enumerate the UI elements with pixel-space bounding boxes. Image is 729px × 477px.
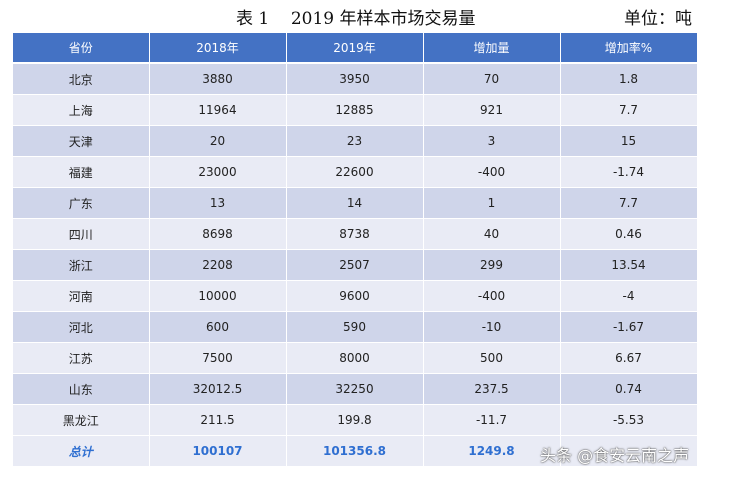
cell-2018: 20 bbox=[149, 125, 287, 157]
cell-2019: 32250 bbox=[286, 373, 424, 405]
cell-increase-rate: 13.54 bbox=[560, 249, 698, 281]
table-row: 山东 32012.5 32250 237.5 0.74 bbox=[13, 373, 698, 405]
cell-increase: -400 bbox=[423, 156, 561, 188]
table-body: 北京 3880 3950 70 1.8 上海 11964 12885 921 7.7 天津 20 23 3… bbox=[13, 63, 698, 467]
cell-increase-rate: 1.8 bbox=[560, 63, 698, 95]
cell-increase-rate: -1.67 bbox=[560, 311, 698, 343]
cell-increase-rate: -4 bbox=[560, 280, 698, 312]
cell-increase: -11.7 bbox=[423, 404, 561, 436]
header-province: 省份 bbox=[13, 33, 150, 64]
table-row: 上海 11964 12885 921 7.7 bbox=[13, 94, 698, 126]
total-cell-2019: 101356.8 bbox=[286, 435, 424, 467]
cell-increase: 921 bbox=[423, 94, 561, 126]
cell-increase-rate: 15 bbox=[560, 125, 698, 157]
cell-province: 黑龙江 bbox=[13, 404, 150, 436]
cell-increase-rate: 0.74 bbox=[560, 373, 698, 405]
cell-province: 上海 bbox=[13, 94, 150, 126]
table-row: 广东 13 14 1 7.7 bbox=[13, 187, 698, 219]
cell-province: 四川 bbox=[13, 218, 150, 250]
cell-increase: 70 bbox=[423, 63, 561, 95]
total-cell-2018: 100107 bbox=[149, 435, 287, 467]
cell-increase: 237.5 bbox=[423, 373, 561, 405]
cell-increase: 1 bbox=[423, 187, 561, 219]
table-row: 河南 10000 9600 -400 -4 bbox=[13, 280, 698, 312]
cell-2019: 9600 bbox=[286, 280, 424, 312]
unit-label: 单位：吨 bbox=[624, 9, 692, 29]
cell-2019: 3950 bbox=[286, 63, 424, 95]
header-increase: 增加量 bbox=[423, 33, 561, 64]
cell-increase-rate: 0.46 bbox=[560, 218, 698, 250]
table-row: 四川 8698 8738 40 0.46 bbox=[13, 218, 698, 250]
cell-province: 河南 bbox=[13, 280, 150, 312]
table-header: 省份 2018年 2019年 增加量 增加率% bbox=[13, 33, 698, 64]
cell-increase-rate: 6.67 bbox=[560, 342, 698, 374]
cell-2018: 3880 bbox=[149, 63, 287, 95]
cell-2019: 14 bbox=[286, 187, 424, 219]
table-row: 北京 3880 3950 70 1.8 bbox=[13, 63, 698, 95]
table-row: 江苏 7500 8000 500 6.67 bbox=[13, 342, 698, 374]
cell-province: 山东 bbox=[13, 373, 150, 405]
cell-increase: 299 bbox=[423, 249, 561, 281]
header-2018: 2018年 bbox=[149, 33, 287, 64]
cell-2019: 590 bbox=[286, 311, 424, 343]
cell-2018: 13 bbox=[149, 187, 287, 219]
table-caption: 表 1 2019 年样本市场交易量 单位：吨 bbox=[0, 0, 729, 32]
cell-province: 浙江 bbox=[13, 249, 150, 281]
cell-increase: 3 bbox=[423, 125, 561, 157]
table-row: 黑龙江 211.5 199.8 -11.7 -5.53 bbox=[13, 404, 698, 436]
cell-2019: 199.8 bbox=[286, 404, 424, 436]
cell-2018: 11964 bbox=[149, 94, 287, 126]
cell-2019: 2507 bbox=[286, 249, 424, 281]
cell-increase-rate: 7.7 bbox=[560, 94, 698, 126]
cell-increase: -10 bbox=[423, 311, 561, 343]
market-volume-table: 省份 2018年 2019年 增加量 增加率% 北京 3880 3950 70 1.8 上… bbox=[13, 33, 698, 467]
table-row: 河北 600 590 -10 -1.67 bbox=[13, 311, 698, 343]
cell-2018: 8698 bbox=[149, 218, 287, 250]
table-row: 天津 20 23 3 15 bbox=[13, 125, 698, 157]
total-row: 总计 100107 101356.8 1249.8 bbox=[13, 435, 698, 467]
cell-increase-rate: -5.53 bbox=[560, 404, 698, 436]
table-row: 浙江 2208 2507 299 13.54 bbox=[13, 249, 698, 281]
table-title: 表 1 2019 年样本市场交易量 bbox=[236, 9, 476, 29]
cell-2018: 7500 bbox=[149, 342, 287, 374]
cell-2019: 8738 bbox=[286, 218, 424, 250]
cell-2019: 8000 bbox=[286, 342, 424, 374]
cell-2019: 12885 bbox=[286, 94, 424, 126]
cell-2018: 2208 bbox=[149, 249, 287, 281]
cell-province: 河北 bbox=[13, 311, 150, 343]
cell-2019: 22600 bbox=[286, 156, 424, 188]
cell-2018: 600 bbox=[149, 311, 287, 343]
cell-province: 广东 bbox=[13, 187, 150, 219]
watermark: 头条 @食安云南之声 bbox=[540, 446, 690, 465]
cell-2019: 23 bbox=[286, 125, 424, 157]
cell-increase-rate: 7.7 bbox=[560, 187, 698, 219]
table-row: 福建 23000 22600 -400 -1.74 bbox=[13, 156, 698, 188]
cell-increase: -400 bbox=[423, 280, 561, 312]
header-2019: 2019年 bbox=[286, 33, 424, 64]
cell-increase: 40 bbox=[423, 218, 561, 250]
cell-increase: 500 bbox=[423, 342, 561, 374]
cell-2018: 23000 bbox=[149, 156, 287, 188]
total-cell-increase: 1249.8 bbox=[423, 435, 561, 467]
cell-2018: 32012.5 bbox=[149, 373, 287, 405]
cell-2018: 211.5 bbox=[149, 404, 287, 436]
cell-province: 北京 bbox=[13, 63, 150, 95]
total-cell-increase-rate bbox=[560, 435, 698, 467]
cell-province: 福建 bbox=[13, 156, 150, 188]
header-row: 省份 2018年 2019年 增加量 增加率% bbox=[13, 33, 698, 64]
cell-province: 天津 bbox=[13, 125, 150, 157]
cell-province: 江苏 bbox=[13, 342, 150, 374]
header-increase-rate: 增加率% bbox=[560, 33, 698, 64]
total-cell-province: 总计 bbox=[13, 435, 150, 467]
cell-increase-rate: -1.74 bbox=[560, 156, 698, 188]
cell-2018: 10000 bbox=[149, 280, 287, 312]
